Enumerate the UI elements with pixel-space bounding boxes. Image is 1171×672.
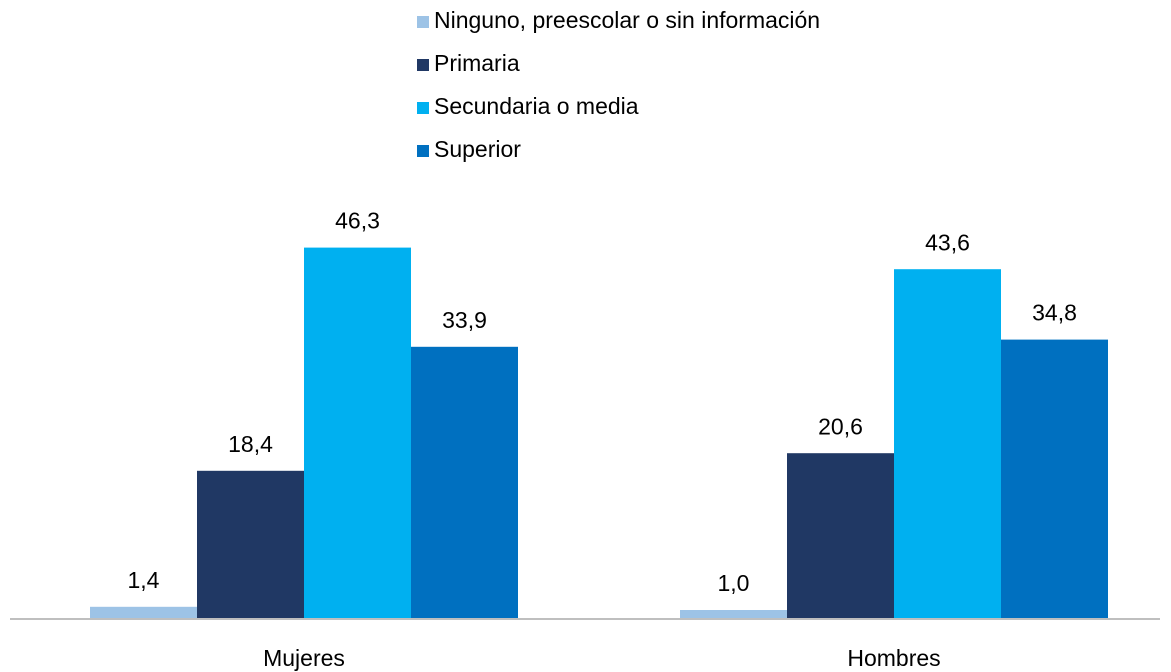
data-label: 43,6	[925, 229, 970, 255]
legend-swatch	[417, 102, 429, 114]
legend-label: Primaria	[434, 50, 520, 76]
bar	[411, 346, 518, 618]
bar	[90, 606, 197, 618]
legend-label: Ninguno, preescolar o sin información	[434, 7, 820, 33]
data-label: 1,4	[128, 567, 160, 593]
data-label: 1,0	[718, 570, 750, 596]
data-label: 33,9	[442, 307, 487, 333]
bar	[894, 269, 1001, 618]
x-tick-label: Mujeres	[263, 645, 345, 671]
legend-swatch	[417, 59, 429, 71]
bar	[304, 247, 411, 618]
data-label: 20,6	[818, 413, 863, 439]
bar	[680, 610, 787, 618]
x-tick-label: Hombres	[847, 645, 940, 671]
data-label: 18,4	[228, 431, 273, 457]
bar	[787, 453, 894, 618]
data-label: 46,3	[335, 208, 380, 234]
legend-swatch	[417, 145, 429, 157]
bar	[197, 470, 304, 618]
bar	[1001, 339, 1108, 618]
legend-swatch	[417, 16, 429, 28]
legend-label: Secundaria o media	[434, 93, 639, 119]
data-label: 34,8	[1032, 300, 1077, 326]
legend-label: Superior	[434, 136, 521, 162]
